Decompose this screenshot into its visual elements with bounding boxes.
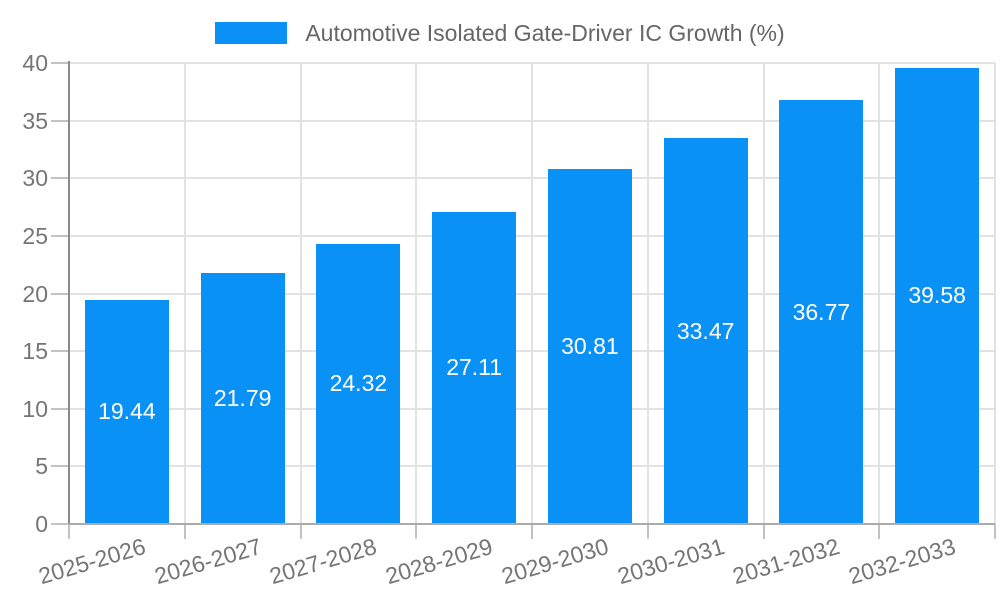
chart-legend[interactable]: Automotive Isolated Gate-Driver IC Growt… bbox=[0, 17, 1000, 49]
bar-value-label: 19.44 bbox=[98, 398, 156, 425]
v-gridline bbox=[878, 63, 881, 524]
legend-swatch bbox=[215, 22, 288, 44]
bar-value-label: 24.32 bbox=[329, 370, 388, 397]
x-axis-tick bbox=[762, 524, 765, 539]
y-axis-tick bbox=[51, 523, 69, 525]
x-axis-tick bbox=[415, 524, 418, 539]
y-tick-label: 5 bbox=[35, 453, 48, 480]
bar-value-label: 33.47 bbox=[676, 317, 735, 344]
y-tick-label: 15 bbox=[22, 338, 48, 365]
x-axis-tick bbox=[531, 524, 533, 539]
x-tick-label: 2025-2026 bbox=[35, 533, 149, 590]
bar-value-label: 39.58 bbox=[908, 282, 966, 309]
y-tick-label: 20 bbox=[22, 280, 48, 307]
x-tick-label: 2027-2028 bbox=[266, 533, 380, 590]
y-axis-tick bbox=[51, 292, 69, 295]
y-tick-label: 10 bbox=[22, 395, 48, 422]
v-gridline bbox=[299, 63, 302, 524]
y-axis-tick bbox=[51, 62, 69, 64]
v-gridline bbox=[994, 63, 996, 524]
x-axis-tick bbox=[994, 524, 996, 539]
bar-value-label: 27.11 bbox=[446, 354, 503, 381]
y-tick-label: 0 bbox=[35, 511, 48, 537]
x-axis-tick bbox=[646, 524, 649, 539]
legend-series-label: Automotive Isolated Gate-Driver IC Growt… bbox=[305, 19, 785, 46]
y-axis-tick bbox=[51, 234, 69, 237]
y-axis-tick bbox=[51, 119, 69, 122]
v-gridline bbox=[183, 63, 186, 524]
y-tick-label: 30 bbox=[22, 165, 48, 192]
x-axis-tick bbox=[299, 524, 302, 539]
v-gridline bbox=[531, 63, 533, 524]
bar[interactable]: 36.77 bbox=[779, 100, 864, 524]
y-axis-tick bbox=[51, 407, 69, 410]
bar[interactable]: 24.32 bbox=[316, 243, 401, 524]
y-tick-label: 40 bbox=[22, 50, 48, 76]
x-axis-tick bbox=[68, 524, 70, 539]
x-tick-label: 2031-2032 bbox=[729, 533, 843, 590]
bar[interactable]: 30.81 bbox=[547, 168, 632, 524]
bar[interactable]: 33.47 bbox=[663, 138, 748, 524]
y-axis-tick bbox=[51, 465, 69, 468]
bar[interactable]: 21.79 bbox=[200, 272, 285, 524]
x-tick-label: 2032-2033 bbox=[845, 533, 959, 590]
x-axis-tick bbox=[183, 524, 186, 539]
y-tick-label: 35 bbox=[22, 107, 48, 134]
bar-value-label: 30.81 bbox=[561, 332, 619, 359]
v-gridline bbox=[415, 63, 418, 524]
x-axis-tick bbox=[878, 524, 881, 539]
bar[interactable]: 39.58 bbox=[895, 67, 980, 524]
y-axis-tick bbox=[51, 350, 69, 353]
x-tick-label: 2029-2030 bbox=[498, 533, 612, 590]
v-gridline bbox=[762, 63, 765, 524]
y-axis-tick bbox=[51, 177, 69, 180]
x-axis-line bbox=[69, 523, 995, 525]
bar-value-label: 21.79 bbox=[213, 384, 272, 411]
bar[interactable]: 27.11 bbox=[432, 211, 517, 524]
y-axis-line bbox=[68, 61, 70, 524]
bar-value-label: 36.77 bbox=[792, 298, 851, 325]
x-tick-label: 2030-2031 bbox=[614, 533, 728, 590]
x-tick-label: 2026-2027 bbox=[151, 533, 265, 590]
bar[interactable]: 19.44 bbox=[84, 299, 169, 524]
v-gridline bbox=[646, 63, 649, 524]
y-tick-label: 25 bbox=[22, 222, 48, 249]
x-tick-label: 2028-2029 bbox=[382, 533, 496, 590]
